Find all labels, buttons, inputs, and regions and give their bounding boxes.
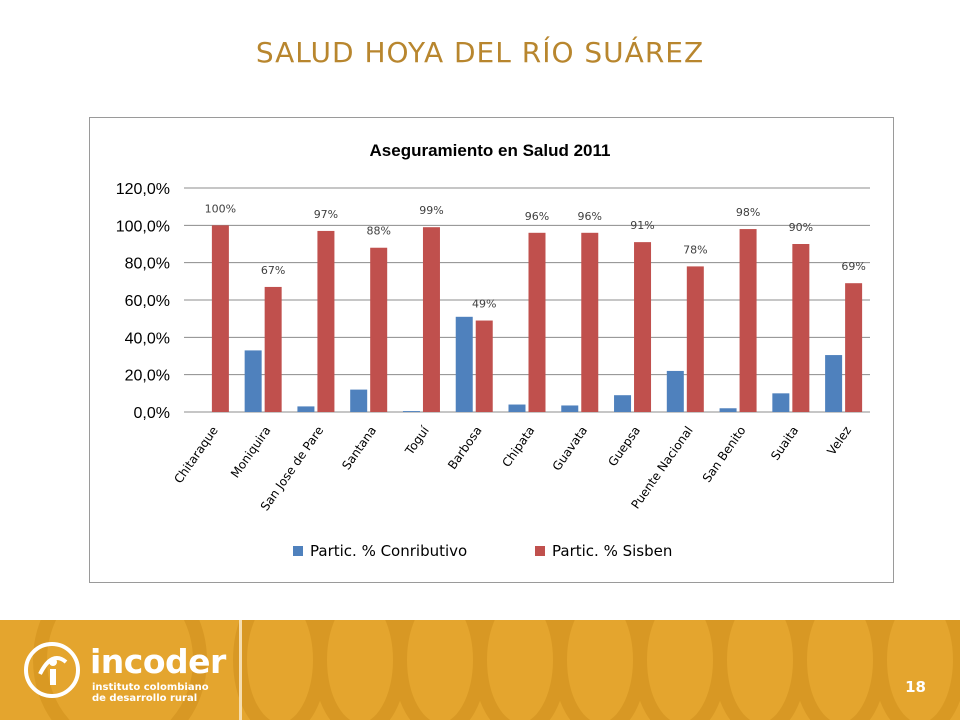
chart-title: Aseguramiento en Salud 2011 (370, 141, 611, 160)
x-tick-label: Guavata (550, 424, 591, 474)
bar-contributivo (244, 350, 262, 412)
bar-sisben (475, 320, 493, 412)
gridlines (184, 187, 870, 413)
legend-label: Partic. % Sisben (552, 542, 672, 560)
x-tick-label: Chitaraque (171, 424, 220, 486)
legend-swatch (293, 546, 303, 556)
footer-divider (239, 620, 242, 720)
bar-sisben (528, 232, 546, 412)
x-tick-label: Velez (824, 424, 854, 458)
bar-sisben (792, 244, 810, 412)
x-tick-label: Chipata (499, 424, 537, 470)
bar-contributivo (350, 389, 368, 412)
bar-sisben (845, 283, 863, 412)
data-label: 49% (472, 298, 496, 311)
logo-tagline-line1: instituto colombiano (92, 682, 209, 693)
y-axis-ticks: 0,0% 20,0% 40,0% 60,0% 80,0% 100,0% 120,0% (116, 181, 170, 422)
data-label: 96% (525, 210, 549, 223)
x-tick-label: Suaita (768, 424, 801, 463)
bar-contributivo (402, 411, 420, 412)
y-tick-label: 120,0% (116, 181, 170, 198)
footer-band: incoder instituto colombiano de desarrol… (0, 620, 960, 720)
bar-contributivo (508, 404, 526, 412)
data-label: 88% (366, 225, 390, 238)
bar-contributivo (719, 408, 737, 412)
legend-label: Partic. % Conributivo (310, 542, 467, 560)
bars: 100% 67% 97% 88% 99% 49% 96% 96% 91% 78% 98% 90% 69% (205, 202, 866, 412)
data-label: 100% (205, 202, 236, 215)
bar-sisben (581, 232, 599, 412)
bar-contributivo (614, 395, 632, 412)
data-label: 98% (736, 206, 760, 219)
data-label: 97% (314, 208, 338, 221)
data-label: 69% (841, 260, 865, 273)
chart-frame: Aseguramiento en Salud 2011 0,0% 20,0% 40,… (89, 117, 894, 583)
bar-contributivo (666, 370, 684, 412)
y-tick-label: 80,0% (125, 256, 170, 273)
logo-tagline: instituto colombiano de desarrollo rural (92, 682, 209, 704)
bar-sisben (686, 266, 704, 412)
bar-sisben (422, 227, 440, 412)
x-tick-label: Moniquira (228, 424, 274, 481)
bar-contributivo (825, 355, 843, 412)
bar-contributivo (297, 406, 315, 412)
y-tick-label: 20,0% (125, 368, 170, 385)
y-tick-label: 60,0% (125, 293, 170, 310)
bar-sisben (370, 247, 388, 412)
y-tick-label: 100,0% (116, 218, 170, 235)
data-label: 99% (419, 204, 443, 217)
x-tick-label: Toguí (402, 423, 432, 458)
bar-sisben (211, 225, 229, 412)
bar-contributivo (561, 405, 579, 412)
x-tick-label: Guepsa (605, 424, 643, 469)
page-number: 18 (905, 678, 926, 696)
bar-chart: Aseguramiento en Salud 2011 0,0% 20,0% 40,… (116, 141, 870, 560)
incoder-logo-icon (24, 642, 80, 698)
y-tick-label: 0,0% (134, 405, 170, 422)
logo-wordmark: incoder (90, 642, 226, 681)
y-tick-label: 40,0% (125, 330, 170, 347)
bar-contributivo (772, 393, 790, 412)
bar-sisben (317, 230, 335, 412)
x-tick-label: Barbosa (445, 424, 485, 472)
data-label: 90% (789, 221, 813, 234)
data-label: 96% (578, 210, 602, 223)
bar-sisben (739, 229, 757, 412)
data-label: 91% (630, 219, 654, 232)
logo-tagline-line2: de desarrollo rural (92, 693, 198, 704)
legend-swatch (535, 546, 545, 556)
data-label: 67% (261, 264, 285, 277)
x-tick-label: Santana (339, 424, 379, 473)
slide-title: SALUD HOYA DEL RÍO SUÁREZ (255, 36, 705, 69)
legend: Partic. % Conributivo Partic. % Sisben (293, 542, 672, 560)
bar-sisben (264, 286, 282, 412)
data-label: 78% (683, 243, 707, 256)
bar-contributivo (455, 316, 473, 412)
x-tick-label: San Benito (700, 424, 749, 485)
bar-sisben (634, 242, 652, 412)
